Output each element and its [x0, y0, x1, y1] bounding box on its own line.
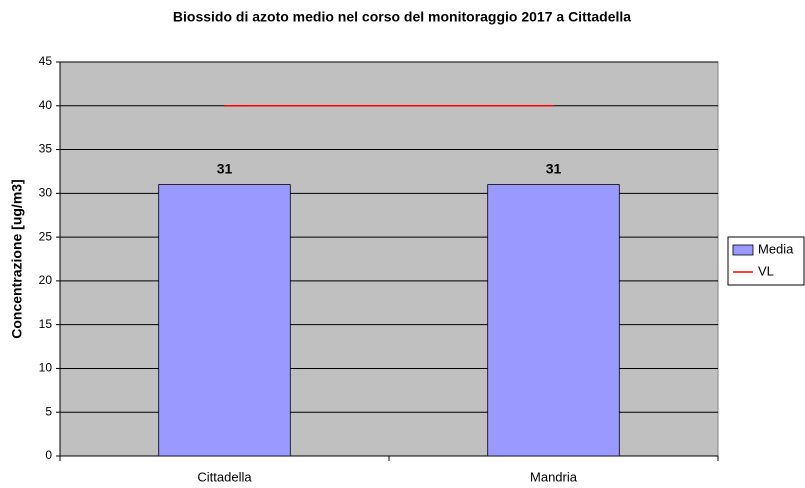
bar — [158, 184, 291, 457]
y-tick-label: 30 — [39, 186, 53, 200]
y-tick-label: 25 — [39, 229, 53, 243]
y-tick-label: 15 — [39, 317, 53, 331]
y-tick-label: 20 — [39, 273, 53, 287]
y-tick-label: 45 — [39, 54, 53, 68]
legend-swatch — [732, 244, 754, 256]
bar — [487, 184, 620, 457]
x-tick-label: Cittadella — [197, 469, 252, 484]
y-tick-label: 5 — [45, 404, 52, 418]
y-tick-label: 0 — [45, 448, 52, 462]
legend-label: Media — [758, 241, 794, 256]
y-tick-label: 40 — [39, 98, 53, 112]
y-tick-label: 35 — [39, 142, 53, 156]
y-axis-label: Concentrazione [ug/m3] — [9, 179, 25, 338]
chart-title: Biossido di azoto medio nel corso del mo… — [173, 9, 631, 25]
data-label: 31 — [217, 160, 233, 176]
x-tick-label: Mandria — [530, 469, 578, 484]
legend-label: VL — [758, 263, 774, 278]
data-label: 31 — [546, 160, 562, 176]
y-tick-label: 10 — [39, 361, 53, 375]
